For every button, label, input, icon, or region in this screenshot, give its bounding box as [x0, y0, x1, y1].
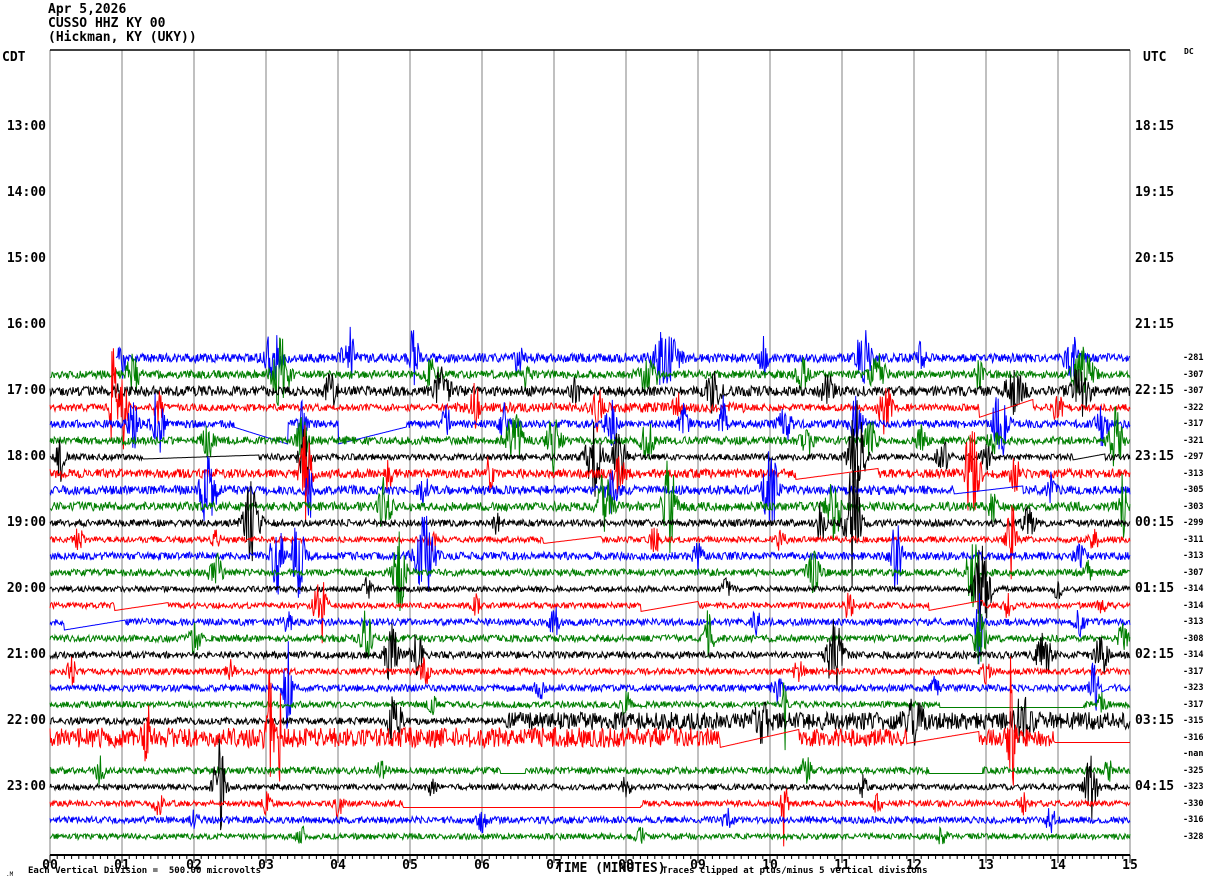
utc-hour-label-0415: 04:15	[1135, 780, 1174, 794]
dc-offset-label-1: -307	[1183, 370, 1203, 380]
dc-offset-label-17: -308	[1183, 634, 1203, 644]
dc-offset-label-21: -317	[1183, 700, 1203, 710]
dc-offset-label-18: -314	[1183, 650, 1203, 660]
dc-offset-label-24: -nan	[1183, 749, 1203, 759]
cdt-hour-label-1400: 14:00	[0, 186, 46, 200]
dc-offset-label-0: -281	[1183, 353, 1203, 363]
dc-offset-label-12: -313	[1183, 551, 1203, 561]
cdt-hour-label-1900: 19:00	[0, 516, 46, 530]
cdt-hour-label-2100: 21:00	[0, 648, 46, 662]
dc-offset-label-5: -321	[1183, 436, 1203, 446]
cdt-hour-label-1300: 13:00	[0, 120, 46, 134]
utc-hour-label-1815: 18:15	[1135, 120, 1174, 134]
minute-tick-label-05: 05	[402, 859, 418, 873]
dc-offset-label-9: -303	[1183, 502, 1203, 512]
utc-hour-label-0315: 03:15	[1135, 714, 1174, 728]
dc-offset-label-6: -297	[1183, 452, 1203, 462]
minute-tick-label-14: 14	[1050, 859, 1066, 873]
dc-offset-label-10: -299	[1183, 518, 1203, 528]
dc-offset-label-2: -307	[1183, 386, 1203, 396]
dc-offset-label-4: -317	[1183, 419, 1203, 429]
dc-offset-label-28: -316	[1183, 815, 1203, 825]
cdt-hour-label-2200: 22:00	[0, 714, 46, 728]
clipping-note: Traces clipped at plus/minus 5 vertical …	[662, 866, 928, 876]
dc-offset-label-13: -307	[1183, 568, 1203, 578]
dc-offset-label-14: -314	[1183, 584, 1203, 594]
dc-offset-label-3: -322	[1183, 403, 1203, 413]
dc-offset-label-25: -325	[1183, 766, 1203, 776]
dc-offset-label-22: -315	[1183, 716, 1203, 726]
helicorder-screen: Apr 5,2026CUSSO HHZ KY 00(Hickman, KY (U…	[0, 0, 1210, 886]
x-axis-title: TIME (MINUTES)	[556, 861, 666, 876]
dc-offset-label-27: -330	[1183, 799, 1203, 809]
dc-offset-label-11: -311	[1183, 535, 1203, 545]
utc-hour-label-1915: 19:15	[1135, 186, 1174, 200]
cdt-hour-label-1500: 15:00	[0, 252, 46, 266]
utc-hour-label-0015: 00:15	[1135, 516, 1174, 530]
dc-offset-label-16: -313	[1183, 617, 1203, 627]
axis-labels-layer: 13:00 14:00 15:00 16:00 17:00 18:00 19:00 20:00…	[0, 0, 1210, 886]
cdt-hour-label-1800: 18:00	[0, 450, 46, 464]
dc-offset-label-20: -323	[1183, 683, 1203, 693]
minute-tick-label-15: 15	[1122, 859, 1138, 873]
corner-watermark: .M	[6, 871, 13, 878]
minute-tick-label-13: 13	[978, 859, 994, 873]
dc-offset-label-26: -323	[1183, 782, 1203, 792]
utc-hour-label-2115: 21:15	[1135, 318, 1174, 332]
dc-offset-label-19: -317	[1183, 667, 1203, 677]
vertical-scale-note: Each Vertical Division = 500.00 microvol…	[28, 866, 261, 876]
dc-offset-label-7: -313	[1183, 469, 1203, 479]
utc-hour-label-2315: 23:15	[1135, 450, 1174, 464]
dc-offset-label-8: -305	[1183, 485, 1203, 495]
dc-offset-label-29: -328	[1183, 832, 1203, 842]
cdt-hour-label-2300: 23:00	[0, 780, 46, 794]
utc-hour-label-2015: 20:15	[1135, 252, 1174, 266]
minute-tick-label-06: 06	[474, 859, 490, 873]
cdt-hour-label-1600: 16:00	[0, 318, 46, 332]
dc-offset-label-15: -314	[1183, 601, 1203, 611]
cdt-hour-label-2000: 20:00	[0, 582, 46, 596]
dc-offset-label-23: -316	[1183, 733, 1203, 743]
cdt-hour-label-1700: 17:00	[0, 384, 46, 398]
utc-hour-label-2215: 22:15	[1135, 384, 1174, 398]
minute-tick-label-04: 04	[330, 859, 346, 873]
utc-hour-label-0115: 01:15	[1135, 582, 1174, 596]
utc-hour-label-0215: 02:15	[1135, 648, 1174, 662]
